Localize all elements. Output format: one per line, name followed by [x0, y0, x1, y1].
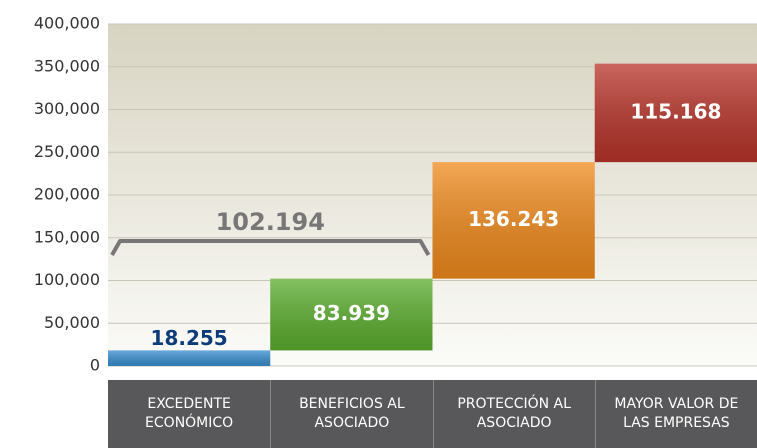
y-tick-label: 200,000	[34, 185, 100, 204]
y-tick-label: 50,000	[44, 313, 100, 332]
value-label: 136.243	[468, 207, 559, 231]
y-tick-label: 150,000	[34, 227, 100, 246]
category-label: EXCEDENTE ECONÓMICO	[108, 380, 271, 448]
bar-shade	[108, 350, 271, 366]
bar-shade	[432, 162, 595, 279]
value-label: 115.168	[630, 99, 721, 123]
bracket	[110, 239, 431, 256]
y-tick-label: 250,000	[34, 142, 100, 161]
y-tick-label: 350,000	[34, 56, 100, 75]
category-label: PROTECCIÓN AL ASOCIADO	[432, 380, 595, 448]
category-label: MAYOR VALOR DE LAS EMPRESAS	[594, 380, 757, 448]
y-tick-label: 300,000	[34, 99, 100, 118]
bar-shade	[270, 278, 433, 351]
value-label: 18.255	[151, 326, 228, 350]
value-label: 83.939	[313, 301, 390, 325]
bracket-label: 102.194	[216, 208, 325, 236]
category-label: BENEFICIOS AL ASOCIADO	[270, 380, 433, 448]
y-tick-label: 0	[90, 356, 100, 375]
bar-shade	[594, 63, 757, 163]
y-tick-label: 100,000	[34, 270, 100, 289]
y-tick-label: 400,000	[34, 14, 100, 33]
